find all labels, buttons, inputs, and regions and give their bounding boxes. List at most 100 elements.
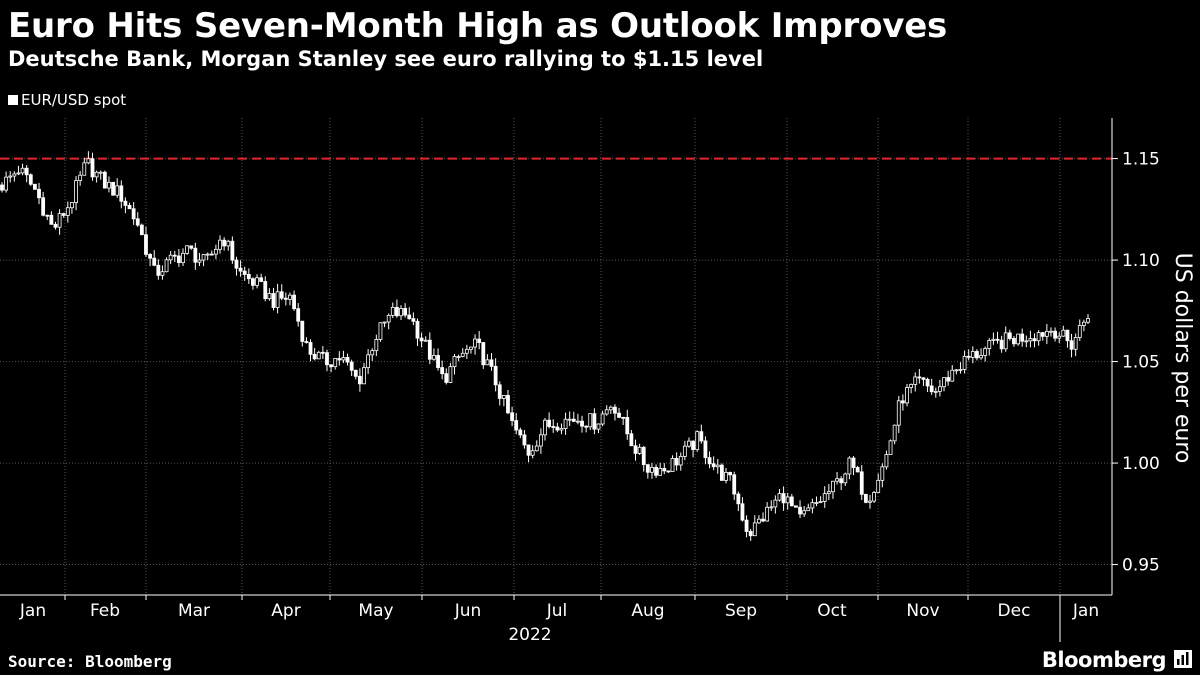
candle-body — [543, 419, 547, 436]
candle-body — [530, 450, 535, 456]
candle-body — [802, 510, 807, 515]
candle-body — [115, 185, 120, 196]
candle-body — [460, 352, 465, 357]
candle-body — [863, 493, 868, 503]
candle-body — [423, 339, 428, 342]
candle-body — [57, 213, 62, 228]
candle-body — [1086, 318, 1090, 323]
chart-subtitle: Deutsche Bank, Morgan Stanley see euro r… — [8, 47, 764, 71]
candle-body — [20, 167, 25, 174]
candle-body — [1065, 329, 1070, 342]
candle-body — [49, 214, 54, 225]
candle-body — [789, 496, 794, 507]
candle-body — [909, 384, 914, 388]
x-axis: Jan Feb Mar Apr May Jun Jul Aug Sep Oct Nov Dec Jan 2… — [0, 594, 1112, 645]
candle-body — [580, 420, 584, 427]
candle-body — [456, 356, 461, 358]
y-tick-label: 0.95 — [1122, 556, 1160, 576]
candle-body — [135, 218, 140, 226]
candle-body — [954, 369, 959, 372]
candle-body — [395, 306, 399, 317]
candle-body — [765, 506, 770, 522]
candle-body — [24, 167, 29, 176]
candle-body — [1057, 335, 1062, 339]
x-tick-label: Nov — [906, 601, 939, 621]
candle-body — [641, 446, 646, 466]
candle-body — [267, 293, 272, 300]
candle-body — [189, 245, 194, 249]
candle-body — [608, 406, 613, 411]
candle-body — [300, 320, 305, 342]
candle-body — [567, 418, 572, 421]
candle-body — [288, 294, 292, 300]
candle-body — [571, 418, 576, 422]
y-tick-label: 1.15 — [1122, 150, 1160, 170]
candle-body — [658, 468, 663, 476]
candle-body — [761, 518, 765, 522]
candle-body — [547, 419, 552, 427]
candle-body — [966, 355, 971, 358]
candle-body — [464, 348, 469, 354]
candle-body — [938, 386, 942, 392]
candle-body — [691, 440, 695, 450]
candle-body — [399, 308, 403, 317]
candle-body — [255, 277, 259, 286]
candle-body — [119, 185, 124, 202]
candle-body — [107, 181, 111, 189]
x-year-label: 2022 — [508, 625, 551, 645]
candle-body — [90, 158, 95, 178]
candle-body — [604, 409, 609, 415]
candle-body — [1069, 340, 1074, 350]
candle-body — [637, 446, 642, 454]
candle-body — [378, 322, 383, 340]
month-gridlines — [0, 118, 1112, 595]
candle-body — [892, 424, 897, 442]
candle-body — [822, 493, 827, 502]
candle-body — [209, 253, 214, 256]
candle-body — [160, 271, 165, 276]
candle-body — [868, 500, 872, 503]
candle-body — [111, 181, 115, 196]
candle-body — [563, 418, 568, 429]
candle-body — [205, 253, 210, 256]
candle-body — [271, 293, 276, 308]
candle-body — [251, 278, 255, 286]
candle-body — [538, 434, 543, 447]
x-tick-label: Jan — [1072, 601, 1099, 621]
y-tick-label: 1.00 — [1122, 454, 1160, 474]
candle-body — [448, 366, 453, 383]
candle-body — [176, 255, 181, 264]
candle-body — [362, 367, 366, 385]
candle-body — [905, 387, 909, 404]
candle-body — [45, 214, 50, 217]
candle-body — [629, 433, 634, 447]
candle-body — [724, 471, 728, 481]
candle-body — [222, 239, 227, 247]
candle-body — [12, 173, 17, 177]
candle-body — [1016, 333, 1020, 345]
candle-body — [900, 400, 905, 404]
candle-body — [1077, 325, 1082, 338]
candle-body — [246, 274, 251, 280]
candle-body — [682, 445, 687, 457]
candle-body — [415, 320, 420, 339]
candle-body — [942, 377, 946, 388]
candle-body — [843, 473, 848, 484]
candle-body — [127, 205, 132, 210]
candle-body — [695, 431, 700, 450]
candle-body — [1061, 329, 1066, 337]
candle-body — [559, 428, 564, 431]
candle-body — [839, 478, 844, 484]
candle-body — [979, 355, 983, 359]
candle-body — [666, 470, 671, 473]
candle-body — [777, 493, 782, 501]
candle-body — [139, 224, 144, 236]
candle-body — [995, 338, 1000, 341]
candle-body — [275, 291, 280, 308]
candle-body — [999, 339, 1004, 350]
candle-body — [86, 158, 91, 164]
candle-body — [757, 518, 761, 524]
candle-body — [592, 413, 597, 430]
source-note: Source: Bloomberg — [8, 652, 172, 671]
candle-body — [526, 444, 531, 456]
